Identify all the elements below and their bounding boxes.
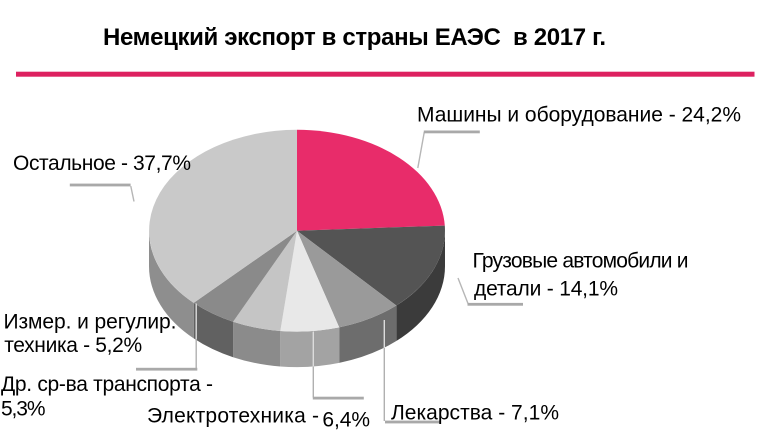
- svg-text:Остальное - 37,7%: Остальное - 37,7%: [13, 152, 191, 175]
- svg-text:Др. ср-ва транспорта -: Др. ср-ва транспорта -: [1, 373, 213, 396]
- svg-text:5,3%: 5,3%: [1, 397, 46, 420]
- svg-text:Электротехника -: Электротехника -: [147, 405, 319, 428]
- svg-text:Машины и оборудование - 24,2%: Машины и оборудование - 24,2%: [417, 103, 741, 126]
- svg-text:Измер. и регулир.: Измер. и регулир.: [4, 310, 177, 333]
- svg-text:Лекарства - 7,1%: Лекарства - 7,1%: [391, 402, 559, 425]
- svg-text:Грузовые автомобили и: Грузовые автомобили и: [473, 250, 689, 273]
- svg-text:детали - 14,1%: детали - 14,1%: [474, 278, 618, 301]
- svg-text:Немецкий экспорт в страны ЕАЭС: Немецкий экспорт в страны ЕАЭС в 2017 г.: [103, 24, 606, 51]
- svg-text:техника - 5,2%: техника - 5,2%: [4, 334, 142, 357]
- svg-text:6,4%: 6,4%: [322, 409, 370, 432]
